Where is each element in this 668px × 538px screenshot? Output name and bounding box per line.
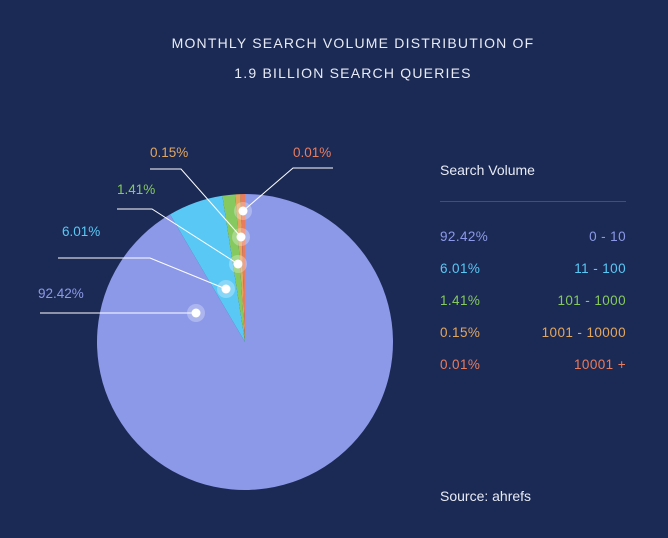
leader-line-1001-10000 xyxy=(150,168,242,238)
legend-divider xyxy=(440,201,626,202)
data-label-11-100: 6.01% xyxy=(62,224,100,239)
legend-row-10001-plus: 0.01% 10001 + xyxy=(440,357,626,377)
data-label-10001-plus: 0.01% xyxy=(293,145,331,160)
marker-dot-11-100 xyxy=(221,284,231,294)
pie-slice-1001-10000 xyxy=(235,194,245,342)
legend-percent-0-10: 92.42% xyxy=(440,229,489,244)
source-note: Source: ahrefs xyxy=(440,488,532,504)
data-label-101-1000: 1.41% xyxy=(117,182,155,197)
pie-slice-10001-plus xyxy=(240,194,245,342)
legend-range-1001-10000: 1001 - 10000 xyxy=(541,325,626,340)
leader-line-101-1000 xyxy=(117,208,239,265)
legend-range-101-1000: 101 - 1000 xyxy=(557,293,626,308)
marker-dot-0-10 xyxy=(191,308,201,318)
legend-title: Search Volume xyxy=(440,162,535,178)
pie-slice-101-1000 xyxy=(222,194,245,342)
legend-row-0-10: 92.42% 0 - 10 xyxy=(440,229,626,249)
leader-line-10001-plus xyxy=(242,167,333,212)
data-label-0-10: 92.42% xyxy=(38,286,84,301)
chart-title: MONTHLY SEARCH VOLUME DISTRIBUTION OF xyxy=(171,35,535,51)
pie-slice-0-10 xyxy=(97,194,394,490)
marker-dot-10001-plus xyxy=(238,206,248,216)
legend-row-1001-10000: 0.15% 1001 - 10000 xyxy=(440,325,626,345)
legend-row-11-100: 6.01% 11 - 100 xyxy=(440,261,626,281)
legend-percent-10001-plus: 0.01% xyxy=(440,357,481,372)
marker-dot-1001-10000 xyxy=(236,232,246,242)
legend-range-10001-plus: 10001 + xyxy=(574,357,626,372)
chart-subtitle: 1.9 BILLION SEARCH QUERIES xyxy=(234,65,472,81)
legend-row-101-1000: 1.41% 101 - 1000 xyxy=(440,293,626,313)
data-label-1001-10000: 0.15% xyxy=(150,145,188,160)
legend-range-11-100: 11 - 100 xyxy=(574,261,626,276)
legend-percent-11-100: 6.01% xyxy=(440,261,481,276)
marker-dot-101-1000 xyxy=(233,259,243,269)
legend-percent-1001-10000: 0.15% xyxy=(440,325,481,340)
legend-percent-101-1000: 1.41% xyxy=(440,293,481,308)
leader-line-11-100 xyxy=(58,257,227,290)
legend-range-0-10: 0 - 10 xyxy=(589,229,626,244)
